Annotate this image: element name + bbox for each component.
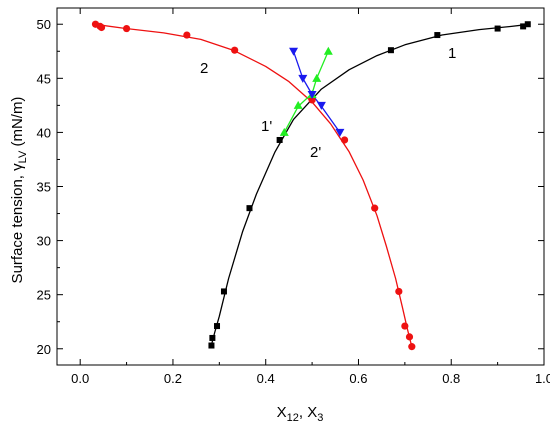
series-label-1-prime: 1' xyxy=(261,118,272,135)
marker-series-2-prime xyxy=(298,74,308,83)
marker-series-1 xyxy=(520,23,527,30)
marker-series-2 xyxy=(308,96,316,104)
series-label-2-prime: 2' xyxy=(310,144,321,161)
x-tick-label: 0.0 xyxy=(71,371,89,386)
x-tick-label: 0.4 xyxy=(257,371,275,386)
axis-ticks: 0.0 0.2 0.4 0.6 0.8 1.0 20 25 30 35 40 45 50 xyxy=(37,8,550,386)
marker-series-1 xyxy=(220,288,227,295)
marker-series-1-prime xyxy=(312,73,322,82)
series-label-1: 1 xyxy=(448,45,456,62)
marker-series-2-prime xyxy=(316,101,326,110)
marker-series-1-prime xyxy=(279,127,289,136)
y-tick-label: 25 xyxy=(37,288,51,303)
marker-series-1 xyxy=(524,21,531,28)
marker-series-1 xyxy=(387,47,394,54)
marker-series-2 xyxy=(401,322,409,330)
marker-series-2 xyxy=(340,136,349,144)
x-axis-title: X12, X3 xyxy=(277,404,324,424)
marker-series-1 xyxy=(276,136,283,143)
marker-series-2 xyxy=(405,333,414,341)
x-tick-label: 0.8 xyxy=(442,371,460,386)
y-tick-label: 30 xyxy=(37,234,51,249)
marker-series-1 xyxy=(246,205,253,212)
marker-series-1 xyxy=(494,25,501,32)
y-axis-title: Surface tension, γLV (mN/m) xyxy=(9,97,29,284)
y-tick-label: 40 xyxy=(37,125,51,140)
y-tick-label: 35 xyxy=(37,180,51,195)
series-curves xyxy=(94,23,531,347)
marker-series-1-prime xyxy=(293,100,303,109)
marker-series-1 xyxy=(434,32,441,39)
marker-series-2 xyxy=(183,31,191,39)
series-markers xyxy=(91,20,531,351)
marker-series-2 xyxy=(371,204,379,212)
marker-series-2-prime xyxy=(335,128,345,137)
y-tick-label: 50 xyxy=(37,17,51,32)
series-curve-2 xyxy=(94,23,413,347)
marker-series-2 xyxy=(231,46,239,54)
marker-series-2 xyxy=(97,23,106,32)
marker-series-1 xyxy=(209,334,216,341)
y-tick-label: 20 xyxy=(37,342,51,357)
x-tick-label: 0.6 xyxy=(349,371,367,386)
marker-series-2-prime xyxy=(307,91,317,100)
marker-series-2-prime xyxy=(289,47,299,56)
marker-series-1-prime xyxy=(323,46,333,55)
series-label-2: 2 xyxy=(200,60,208,77)
marker-series-2 xyxy=(395,287,403,296)
x-tick-label: 1.0 xyxy=(535,371,550,386)
plot-frame xyxy=(56,7,545,366)
y-tick-label: 45 xyxy=(37,71,51,86)
series-curve-1 xyxy=(210,23,531,347)
marker-series-1 xyxy=(208,342,215,349)
marker-series-2 xyxy=(122,24,131,33)
marker-series-2 xyxy=(408,343,416,351)
x-tick-label: 0.2 xyxy=(164,371,182,386)
marker-series-1 xyxy=(214,323,221,330)
series-curve-1-prime xyxy=(283,51,329,133)
